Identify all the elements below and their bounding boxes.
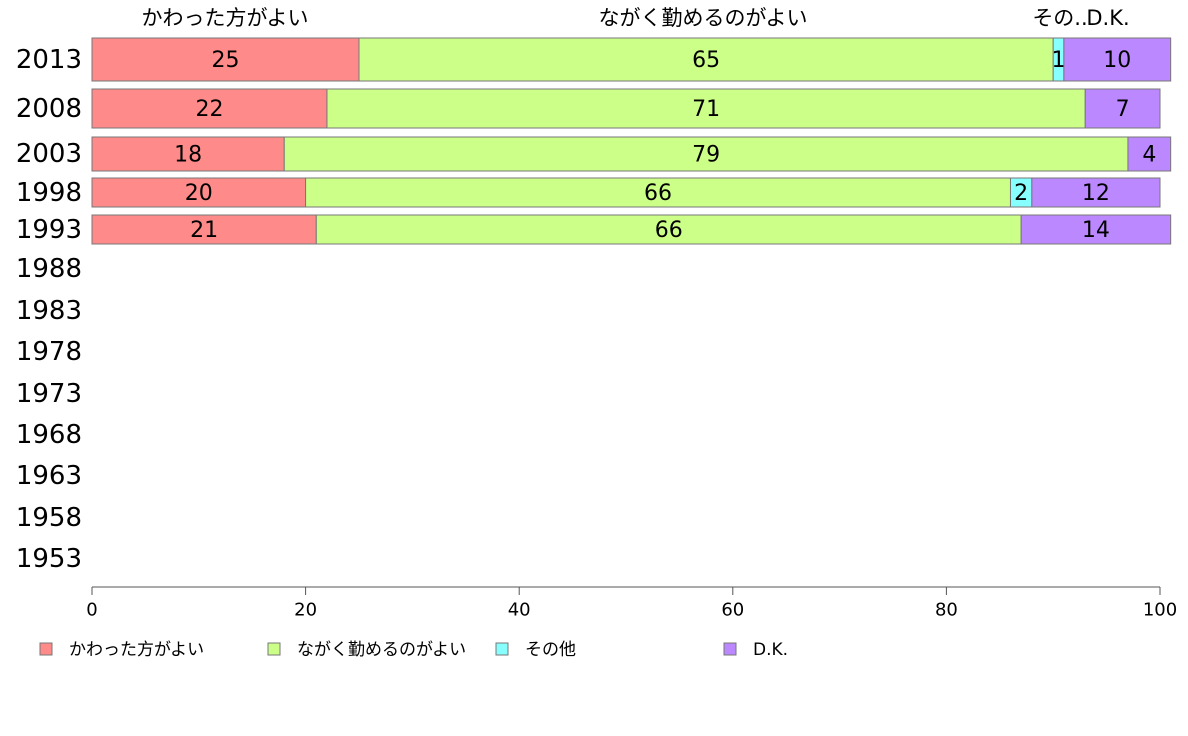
bar-segment-1998-3 [1031, 177, 1161, 208]
bar-segment-2008-0 [91, 88, 328, 129]
year-label-1958: 1958 [16, 503, 82, 533]
data-label-2003-1: 79 [692, 143, 720, 168]
legend-swatch-2 [495, 642, 509, 656]
year-label-1963: 1963 [16, 461, 82, 491]
year-label-2003: 2003 [16, 139, 82, 169]
bar-segment-2008-1 [326, 88, 1086, 129]
data-label-1998-1: 66 [644, 181, 672, 206]
legend-label-2: その他 [525, 640, 576, 660]
year-label-1973: 1973 [16, 379, 82, 409]
legend-swatch-0 [39, 642, 53, 656]
year-label-1988: 1988 [16, 254, 82, 284]
data-label-2003-3: 4 [1142, 143, 1156, 168]
top-label-1: ながく勤めるのがよい [599, 6, 808, 30]
data-label-1998-2: 2 [1014, 181, 1028, 206]
legend-label-0: かわった方がよい [69, 640, 204, 660]
data-label-1993-0: 21 [190, 218, 218, 243]
bar-segment-1993-0 [91, 214, 317, 245]
bar-segment-2013-0 [91, 37, 360, 82]
bar-segment-1993-1 [315, 214, 1022, 245]
year-label-1978: 1978 [16, 337, 82, 367]
year-label-1993: 1993 [16, 215, 82, 245]
data-label-2003-0: 18 [174, 143, 202, 168]
bar-segment-2008-3 [1084, 88, 1161, 129]
year-label-1968: 1968 [16, 420, 82, 450]
top-label-2: その.. [1032, 6, 1087, 30]
legend-label-1: ながく勤めるのがよい [297, 640, 466, 660]
x-tick-label-0: 0 [86, 600, 97, 621]
year-label-1983: 1983 [16, 296, 82, 326]
bar-segment-1993-3 [1020, 214, 1172, 245]
year-axis-labels: 2013 2008 2003 1998 1993 1988 1983 1978 1973 1968… [16, 45, 82, 574]
bar-segment-2003-3 [1127, 136, 1172, 172]
x-axis: 0 20 40 60 80 100 [86, 586, 1177, 621]
bar-segment-2003-1 [283, 136, 1129, 172]
top-category-labels: かわった方がよい ながく勤めるのがよい その..D.K. [142, 6, 1130, 30]
data-label-2013-3: 10 [1103, 48, 1131, 73]
year-label-1998: 1998 [16, 178, 82, 208]
x-tick-label-100: 100 [1143, 600, 1177, 621]
data-label-1993-1: 66 [655, 218, 683, 243]
legend-label-3: D.K. [753, 640, 788, 660]
year-label-1953: 1953 [16, 544, 82, 574]
top-label-3: D.K. [1086, 6, 1129, 30]
x-tick-label-80: 80 [935, 600, 958, 621]
data-label-2013-0: 25 [212, 48, 240, 73]
data-label-2008-3: 7 [1116, 97, 1130, 122]
legend-swatch-1 [267, 642, 281, 656]
bar-segment-2013-3 [1063, 37, 1172, 82]
data-label-1998-3: 12 [1082, 181, 1110, 206]
data-label-2013-2: 1 [1052, 48, 1066, 73]
x-tick-label-20: 20 [294, 600, 317, 621]
bar-segment-1998-1 [305, 177, 1011, 208]
bar-segment-2013-1 [358, 37, 1054, 82]
x-tick-label-40: 40 [508, 600, 531, 621]
year-label-2013: 2013 [16, 45, 82, 75]
data-label-1998-0: 20 [185, 181, 213, 206]
legend-swatch-3 [723, 642, 737, 656]
top-label-0: かわった方がよい [142, 6, 309, 30]
data-label-2013-1: 65 [692, 48, 720, 73]
x-tick-label-60: 60 [721, 600, 744, 621]
bars-area: 25 65 1 10 22 71 7 18 79 4 20 66 2 12 21 66 14 [91, 37, 1172, 245]
legend: かわった方がよい ながく勤めるのがよい その他 D.K. [39, 640, 788, 660]
year-label-2008: 2008 [16, 94, 82, 124]
data-label-2008-0: 22 [195, 97, 223, 122]
data-label-2008-1: 71 [692, 97, 720, 122]
data-label-1993-3: 14 [1082, 218, 1110, 243]
bar-segment-2003-0 [91, 136, 285, 172]
